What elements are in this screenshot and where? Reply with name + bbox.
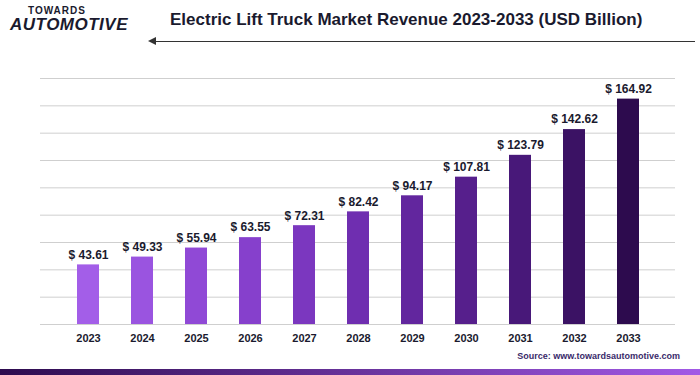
svg-text:2026: 2026 xyxy=(238,332,262,344)
svg-text:2031: 2031 xyxy=(508,332,532,344)
svg-text:2033: 2033 xyxy=(616,332,640,344)
svg-text:$ 82.42: $ 82.42 xyxy=(338,195,378,209)
svg-text:$ 49.33: $ 49.33 xyxy=(122,240,162,254)
svg-text:$ 55.94: $ 55.94 xyxy=(176,231,216,245)
svg-text:$ 123.79: $ 123.79 xyxy=(497,138,544,152)
html-text:Source: www.towardsautomotive.: Source: www.towardsautomotive.com xyxy=(517,351,680,361)
svg-text:$ 72.31: $ 72.31 xyxy=(284,209,324,223)
html-text:Electric Lift Truck Market Rev: Electric Lift Truck Market Revenue 2023-… xyxy=(170,10,643,29)
svg-text:2025: 2025 xyxy=(184,332,208,344)
svg-text:2024: 2024 xyxy=(130,332,155,344)
svg-text:2030: 2030 xyxy=(454,332,478,344)
svg-text:2029: 2029 xyxy=(400,332,424,344)
svg-text:2027: 2027 xyxy=(292,332,316,344)
svg-text:$ 43.61: $ 43.61 xyxy=(68,248,108,262)
svg-text:2032: 2032 xyxy=(562,332,586,344)
svg-text:$ 164.92: $ 164.92 xyxy=(605,82,652,96)
svg-text:$ 142.62: $ 142.62 xyxy=(551,112,598,126)
svg-text:$ 107.81: $ 107.81 xyxy=(443,160,490,174)
svg-text:$ 63.55: $ 63.55 xyxy=(230,220,270,234)
svg-text:2028: 2028 xyxy=(346,332,370,344)
svg-text:2023: 2023 xyxy=(76,332,100,344)
svg-text:$ 94.17: $ 94.17 xyxy=(392,179,432,193)
html-text:AUTOMOTIVE: AUTOMOTIVE xyxy=(10,15,128,34)
html-text:TOWARDS: TOWARDS xyxy=(28,5,86,16)
